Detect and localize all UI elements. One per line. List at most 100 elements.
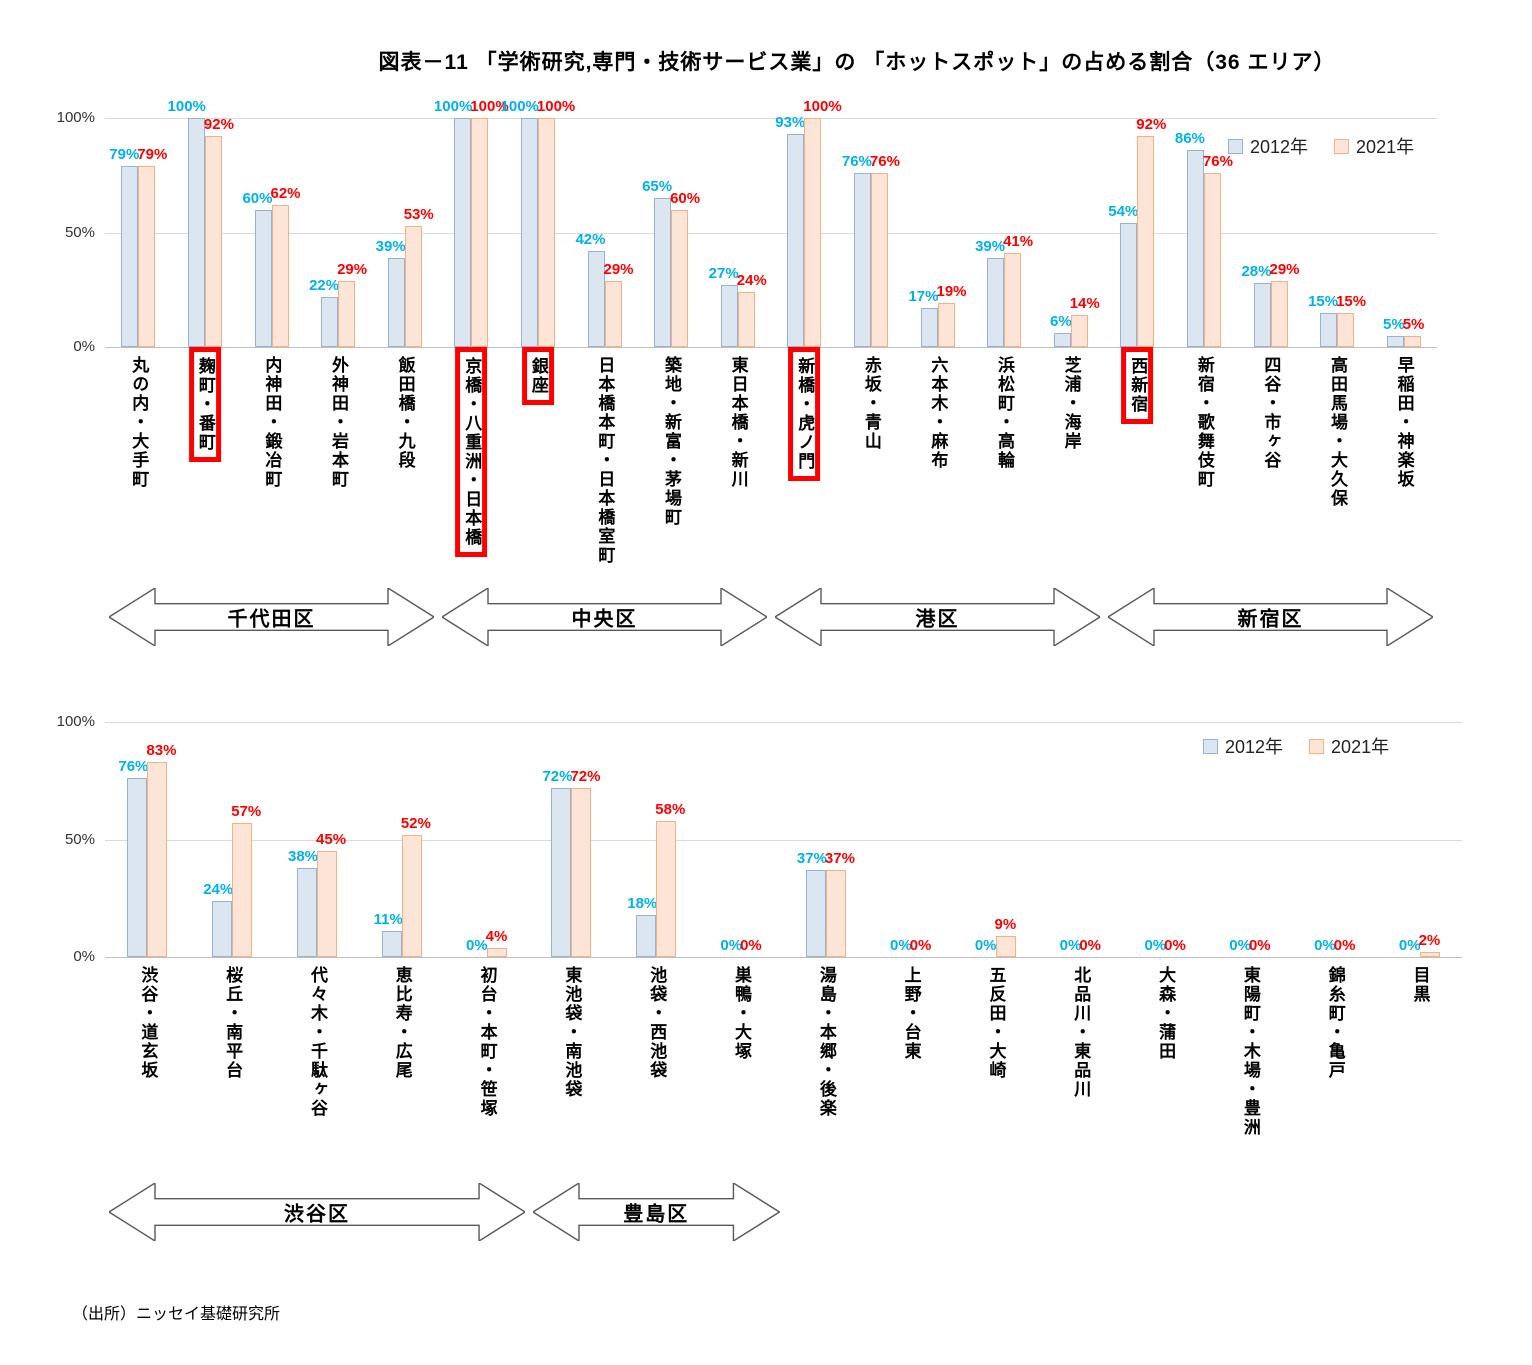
value-label-2021: 92% — [203, 116, 234, 134]
value-label-2021: 4% — [485, 927, 508, 945]
double-arrow-shape — [1108, 588, 1433, 646]
value-label-2021: 29% — [1269, 260, 1300, 278]
bar-2012 — [387, 257, 405, 347]
category-label: 北品川・東品川 — [1071, 966, 1091, 1099]
value-label-2012: 24% — [203, 880, 234, 898]
category-label: 東池袋・南池袋 — [562, 966, 582, 1099]
category-label: 飯田橋・九段 — [395, 356, 415, 470]
figure-title: 図表－11 「学術研究,専門・技術サービス業」の 「ホットスポット」の占める割合… — [378, 51, 1336, 74]
y-axis-tick: 100% — [56, 713, 95, 730]
value-label-2021: 57% — [231, 803, 262, 821]
category-label-highlighted: 麹町・番町 — [188, 347, 221, 462]
legend-item-2021: 2021年 — [1334, 133, 1414, 159]
bar-2012 — [187, 118, 205, 347]
category-label: 巣鴨・大塚 — [732, 966, 752, 1061]
value-label-2021: 100% — [470, 98, 509, 115]
bar-2021 — [825, 870, 846, 957]
double-arrow-shape — [775, 588, 1100, 646]
double-arrow-shape — [109, 1183, 526, 1241]
ward-label: 千代田区 — [227, 608, 316, 631]
ward-arrow: 港区 — [775, 588, 1100, 646]
value-label-2021: 15% — [1336, 292, 1367, 310]
value-label-2012: 11% — [373, 911, 403, 929]
bar-2021 — [937, 303, 955, 347]
value-label-2012: 0% — [1398, 937, 1421, 954]
value-label-2012: 65% — [642, 178, 673, 196]
gridline — [105, 722, 1462, 723]
y-axis-tick: 50% — [64, 223, 95, 241]
value-label-2012: 76% — [118, 758, 149, 776]
bar-2012 — [1253, 282, 1271, 347]
bar-2012 — [1386, 335, 1404, 347]
category-label: 初台・本町・笹塚 — [477, 966, 497, 1118]
value-label-2021: 0% — [1333, 937, 1356, 954]
value-label-2012: 22% — [309, 276, 340, 294]
ward-label: 港区 — [915, 608, 960, 631]
value-label-2021: 9% — [994, 915, 1017, 933]
bar-2021 — [1070, 314, 1088, 347]
value-label-2012: 39% — [375, 237, 406, 255]
bar-2012 — [787, 134, 805, 347]
gridline — [105, 232, 1437, 234]
legend-label-2021: 2021年 — [1331, 737, 1390, 757]
ward-arrow: 渋谷区 — [109, 1183, 526, 1241]
value-label-2021: 0% — [740, 937, 762, 954]
legend-swatch-2012 — [1228, 138, 1243, 154]
bar-2012 — [587, 250, 605, 347]
value-label-2021: 92% — [1136, 116, 1167, 134]
value-label-2021: 100% — [536, 98, 576, 115]
value-label-2012: 86% — [1174, 130, 1205, 148]
category-label: 赤坂・青山 — [861, 356, 881, 451]
value-label-2012: 37% — [796, 850, 827, 868]
y-axis-tick: 0% — [73, 948, 95, 965]
legend-label-2012: 2012年 — [1225, 737, 1284, 757]
value-label-2012: 0% — [890, 937, 912, 954]
category-label: 湯島・本郷・後楽 — [816, 966, 836, 1118]
value-label-2021: 2% — [1418, 932, 1441, 950]
value-label-2012: 18% — [627, 894, 658, 912]
value-label-2012: 100% — [167, 98, 206, 115]
value-label-2021: 79% — [137, 146, 168, 164]
category-label: 早稲田・神楽坂 — [1394, 356, 1414, 489]
category-label: 池袋・西池袋 — [647, 966, 667, 1080]
bar-2012 — [520, 118, 538, 347]
value-label-2021: 53% — [403, 205, 434, 223]
value-label-2012: 15% — [1308, 292, 1339, 310]
value-label-2012: 79% — [109, 146, 140, 164]
bar-2012 — [381, 931, 402, 957]
category-label: 芝浦・海岸 — [1061, 356, 1081, 451]
value-label-2021: 5% — [1402, 315, 1425, 333]
category-label: 新宿・歌舞伎町 — [1194, 356, 1214, 489]
value-label-2021: 45% — [316, 831, 347, 849]
category-label: 恵比寿・広尾 — [392, 966, 412, 1080]
value-label-2021: 76% — [1202, 152, 1233, 170]
bar-2012 — [321, 296, 339, 347]
category-label: 浜松町・高輪 — [995, 356, 1015, 470]
value-label-2012: 0% — [1314, 937, 1336, 954]
category-label-highlighted: 京橋・八重洲・日本橋 — [455, 347, 488, 557]
category-label: 五反田・大崎 — [986, 966, 1006, 1080]
bar-2021 — [147, 761, 168, 957]
bar-2012 — [127, 778, 148, 957]
value-label-2012: 0% — [1144, 937, 1167, 954]
bar-2021 — [1004, 253, 1022, 347]
value-label-2021: 0% — [1164, 937, 1186, 954]
legend-label-2021: 2021年 — [1356, 137, 1415, 157]
value-label-2021: 76% — [869, 152, 900, 170]
value-label-2012: 0% — [720, 937, 743, 954]
bar-2021 — [232, 823, 253, 957]
category-label: 四谷・市ヶ谷 — [1261, 356, 1281, 470]
value-label-2021: 41% — [1003, 233, 1034, 251]
value-label-2012: 0% — [1229, 937, 1251, 954]
value-label-2021: 83% — [146, 741, 177, 759]
legend-item-2012: 2012年 — [1228, 133, 1308, 159]
ward-label: 豊島区 — [623, 1203, 690, 1226]
category-label: 丸の内・大手町 — [129, 356, 149, 489]
category-label: 外神田・岩本町 — [329, 356, 349, 489]
legend-item-2012: 2012年 — [1203, 733, 1283, 759]
bar-2021 — [471, 118, 489, 347]
value-label-2021: 52% — [400, 814, 431, 832]
value-label-2021: 19% — [936, 283, 967, 301]
bar-2012 — [1320, 312, 1338, 347]
ward-arrow: 新宿区 — [1108, 588, 1433, 646]
